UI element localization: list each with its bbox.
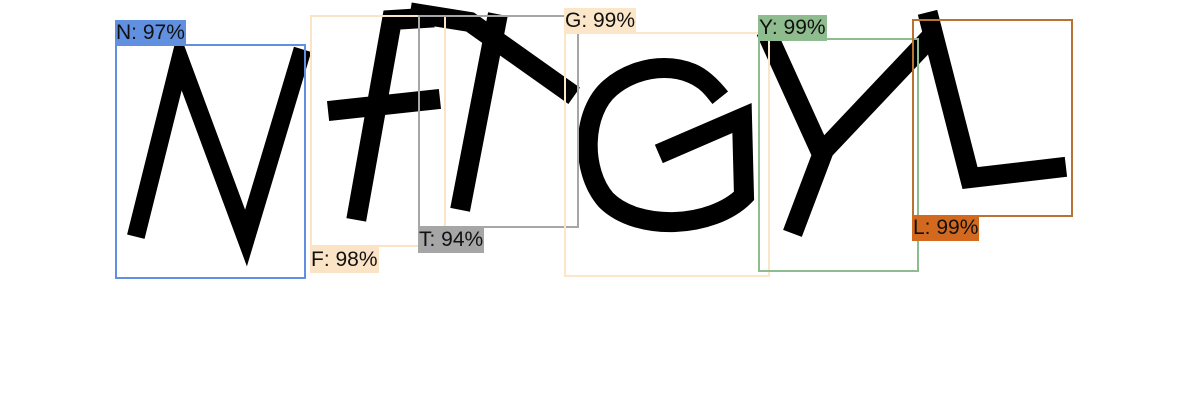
detection-label-y: Y: 99% (758, 15, 827, 41)
detection-box-y (758, 38, 919, 272)
glyph-y-strokes (756, 25, 943, 237)
detection-label-f: F: 98% (310, 247, 379, 273)
detection-label-n: N: 97% (115, 20, 186, 46)
detection-label-t: T: 94% (418, 227, 485, 253)
glyph-g-strokes (577, 58, 755, 233)
detection-box-l (912, 19, 1073, 217)
detection-box-f (310, 15, 446, 247)
detection-box-g (564, 32, 770, 277)
detection-label-g: G: 99% (564, 8, 637, 34)
glyph-n-strokes (127, 29, 312, 267)
detection-label-l: L: 99% (912, 215, 980, 241)
detection-box-t (418, 15, 579, 228)
glyph-l-strokes (917, 9, 1068, 189)
detection-box-n (115, 44, 306, 279)
